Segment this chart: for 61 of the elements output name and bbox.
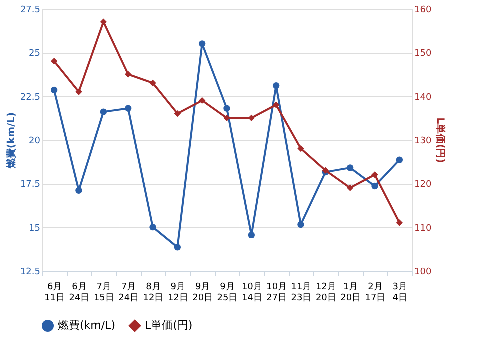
point [346,164,354,172]
y-tick-label: 22.5 [20,92,40,103]
y-tick-label: 15 [29,224,40,234]
y-tick-label: 17.5 [20,180,40,190]
point [272,102,280,108]
y2-tick-label: 100 [414,268,432,278]
point [100,108,108,116]
point [50,58,58,65]
x-tick-label: 8月 12日 [143,282,164,304]
point [224,114,230,122]
point [124,105,132,112]
point [346,184,354,192]
x-tick-label: 12月 20日 [316,282,336,304]
x-tick-label: 1月 20日 [340,282,362,304]
point [198,40,206,48]
point [248,232,256,239]
point [224,105,230,112]
point [76,88,82,96]
point [76,187,82,194]
point [298,145,304,152]
y-tick-label: 20 [29,136,41,146]
legend-label: 燃費(km/L) [58,319,116,332]
x-tick-label: 11月 23日 [291,282,312,304]
point [272,82,280,90]
x-tick-label: 3月 4日 [392,282,408,304]
x-tick-label: 7月 15日 [94,282,114,304]
y2-tick-label: 130 [414,136,432,146]
point [124,71,132,78]
point [396,156,404,164]
x-tick-label: 9月 20日 [192,282,214,304]
x-tick-label: 10月 27日 [266,282,288,304]
x-tick-label: 9月 12日 [168,282,188,304]
point [174,110,182,118]
point [150,80,156,87]
point [50,86,58,94]
y2-tick-label: 120 [414,180,432,190]
point [150,224,156,231]
point [372,182,378,190]
y-tick-label: 25 [29,49,40,60]
point [396,220,404,226]
y2-axis-title: L単価(円) [434,118,447,164]
y-axis-title: 燃費(km/L) [5,112,18,170]
x-tick-label: 10月 14日 [242,282,262,304]
y2-tick-label: 150 [414,49,432,60]
y2-tick-label: 140 [414,92,432,103]
point [298,221,304,228]
x-tick-label: 9月 25日 [217,282,238,304]
point [100,18,108,26]
point [248,114,256,122]
x-tick-label: 6月 11日 [44,282,66,304]
x-tick-label: 2月 17日 [365,282,386,304]
y2-tick-label: 110 [414,224,432,234]
legend-label: L単価(円) [145,319,193,332]
point [174,244,182,251]
point [372,172,378,178]
y-tick-label: 12.5 [20,268,40,278]
y2-tick-label: 160 [414,6,432,16]
y-tick-label: 27.5 [20,6,40,16]
point [198,97,206,104]
x-tick-label: 6月 24日 [69,282,90,304]
x-tick-label: 7月 24日 [118,282,140,304]
